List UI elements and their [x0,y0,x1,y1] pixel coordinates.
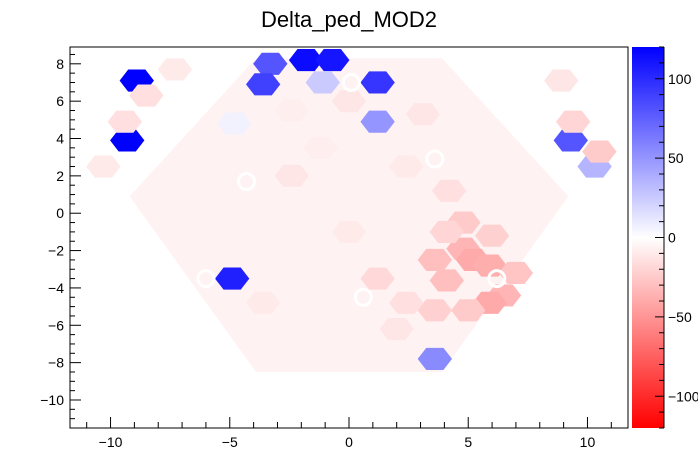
hex-cell [274,99,309,122]
hex-cell [214,267,250,290]
hex-cell [389,291,424,314]
hex-cell [389,155,424,178]
colorbar-tick-label: 0 [668,230,676,246]
hex-cell [417,248,453,271]
colorbar: −100 −50 0 50 100 [632,46,698,429]
hex-cell [405,103,441,126]
y-tick-label: −6 [48,317,64,333]
hex-cell [331,220,367,243]
hex-cell [451,299,486,322]
detector-region [129,58,569,372]
hex-cell [110,129,145,152]
hex-cell [474,224,510,247]
hex-cell [553,129,588,152]
hex-cell [217,112,252,135]
hex-cell [431,179,467,202]
x-tick-label: 5 [464,434,472,450]
y-tick-label: 4 [56,131,64,147]
hex-cell [379,317,414,341]
x-tick-label: 0 [345,434,353,450]
colorbar-tick-label: 100 [668,71,692,87]
hex-cell [253,52,288,75]
hex-cell [245,73,281,96]
hex-cell [129,84,164,107]
colorbar-tick-label: −100 [668,388,698,404]
hex-cell [360,267,395,290]
empty-channel-ring [196,269,216,289]
y-tick-label: 8 [56,56,64,72]
empty-channel-ring [425,149,445,169]
y-tick-label: 0 [56,205,64,221]
y-tick-label: −8 [48,355,64,371]
hex-cell [157,58,193,81]
y-tick-label: 2 [56,168,64,184]
hex-cell [417,299,453,322]
hex-cell [417,347,453,370]
y-tick-label: −10 [40,392,64,408]
colorbar-tick-label: 50 [668,150,684,166]
y-tick-label: −2 [48,243,64,259]
hex-cell [86,155,121,178]
empty-channel-ring [353,287,373,307]
empty-channel-ring [487,269,507,289]
hex-cell [360,110,395,133]
hex-cell [288,49,324,72]
x-tick-label: 10 [580,434,596,450]
y-tick-label: −4 [48,280,64,296]
hex-cell [544,69,579,92]
hex-cell [315,49,350,72]
hex-cell [582,140,617,163]
hex-cell [429,220,464,243]
hex-cell [245,291,281,314]
hex-cell [498,261,534,285]
y-tick-label: 6 [56,93,64,109]
axes: −10 −5 0 5 10 −10 −8 −6 −4 −2 0 2 4 6 8 [40,46,629,450]
hex-cell [305,71,340,94]
x-tick-label: −10 [99,434,123,450]
empty-channel-ring [341,72,361,92]
empty-channel-ring [236,171,256,191]
hex-cell [107,110,143,133]
chart-title: Delta_ped_MOD2 [261,7,437,32]
colorbar-tick-label: −50 [668,309,692,325]
x-tick-label: −5 [222,434,238,450]
hex-cell [274,164,309,187]
plot-area [86,49,617,372]
hex-cell [360,71,395,94]
hex-cell [303,136,338,159]
hex-cell [429,269,464,292]
hex-cell [331,90,367,113]
hex-cell [555,110,591,133]
